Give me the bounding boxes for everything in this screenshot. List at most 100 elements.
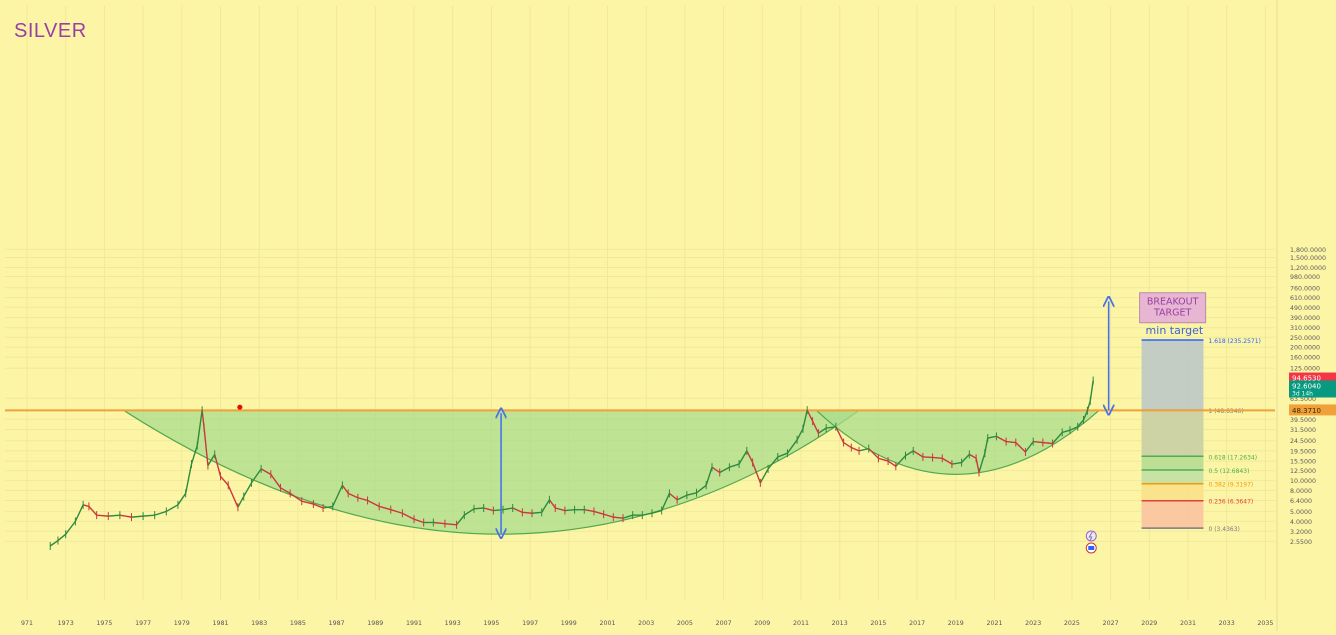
price-segment: [686, 492, 697, 496]
price-segment: [613, 516, 624, 519]
price-segment: [548, 499, 556, 509]
price-badge-label: 94.6530: [1292, 375, 1321, 383]
price-segment: [196, 410, 203, 446]
fib-zone: [1141, 500, 1204, 529]
price-segment: [347, 492, 359, 499]
x-tick-label: 2001: [599, 620, 615, 627]
price-segment: [622, 514, 633, 519]
price-segment: [390, 509, 403, 514]
x-tick-label: 2029: [1141, 620, 1157, 627]
price-segment: [696, 484, 707, 494]
price-segment: [826, 426, 836, 429]
breakout-target-box: [1139, 292, 1207, 324]
price-segment: [512, 507, 523, 513]
price-segment: [433, 521, 446, 525]
x-axis: 971 1973 1975 1977 1979 1981 1983 1985 1987 1989 1…: [21, 620, 1273, 627]
price-segment: [88, 505, 98, 516]
resistance: 48.3710: [5, 404, 1336, 416]
y-tick-label: 980.0000: [1290, 274, 1320, 281]
price-segment: [1082, 410, 1089, 421]
x-tick-label: 2015: [870, 620, 886, 627]
x-tick-label: 1983: [251, 620, 267, 627]
price-segment: [818, 427, 827, 434]
price-segment: [96, 514, 109, 517]
x-tick-label: 2005: [677, 620, 693, 627]
price-segment: [444, 522, 457, 526]
y-tick-label: 6.4000: [1290, 498, 1312, 505]
price-segment: [1042, 441, 1053, 445]
y-tick-label: 125.0000: [1290, 366, 1320, 373]
price-segment: [961, 453, 970, 464]
y-tick-label: 250.0000: [1290, 335, 1320, 342]
price-segment: [802, 410, 808, 429]
y-tick-label: 31.5000: [1290, 427, 1316, 434]
fib-zone: [1141, 410, 1204, 457]
x-tick-label: 1979: [174, 620, 190, 627]
y-tick-label: 63.5000: [1290, 396, 1316, 403]
price-segment: [227, 484, 239, 508]
price-segment: [895, 455, 907, 467]
price-segment: [322, 505, 333, 509]
price-segment: [642, 512, 653, 516]
x-tick-label: 2011: [793, 620, 809, 627]
price-segment: [1077, 419, 1085, 428]
x-tick-label: 2013: [832, 620, 848, 627]
y-tick-label: 10.0000: [1290, 478, 1316, 485]
price-segment: [711, 466, 721, 474]
x-tick-label: 1997: [522, 620, 538, 627]
price-segment: [74, 504, 84, 522]
x-tick-label: 1989: [367, 620, 383, 627]
y-tick-label: 200.0000: [1290, 345, 1320, 352]
price-segment: [668, 492, 678, 501]
price-segment: [651, 509, 662, 514]
fib-level-label: 1 (48.6346): [1208, 408, 1243, 415]
price-segment: [705, 467, 713, 486]
price-segment: [341, 484, 349, 494]
lightning-icon: [1085, 530, 1097, 542]
price-segment: [922, 456, 933, 459]
price-segment: [564, 508, 575, 512]
price-segment: [987, 435, 997, 439]
x-tick-label: 1977: [135, 620, 151, 627]
price-segment: [751, 462, 762, 484]
price-segment: [367, 499, 380, 508]
price-segment: [786, 439, 798, 454]
marker-dot: [237, 404, 243, 410]
price-segment: [413, 518, 424, 524]
x-tick-label: 1981: [212, 620, 228, 627]
fib-zone: [1141, 339, 1204, 411]
y-tick-label: 39.5000: [1290, 417, 1316, 424]
price-segment: [759, 468, 769, 484]
x-tick-label: 2025: [1064, 620, 1080, 627]
price-segment: [203, 427, 209, 466]
price-segment: [746, 450, 754, 463]
price-segment: [463, 508, 475, 516]
x-tick-label: 1991: [406, 620, 422, 627]
price-segment: [1015, 442, 1026, 453]
fib-zones: 1.618 (235.2571) 1 (48.6346) 0.618 (17.263…: [1141, 338, 1261, 533]
price-segment: [378, 505, 391, 511]
fib-level-label: 0.382 (9.3197): [1208, 482, 1253, 489]
price-segment: [661, 493, 671, 511]
lightning-glyph: [1088, 531, 1093, 541]
price-segment: [483, 507, 494, 512]
price-segment: [214, 454, 222, 477]
chart-title: SILVER: [14, 20, 87, 42]
price-segment: [858, 447, 869, 452]
price-segment: [82, 504, 90, 508]
x-tick-label: 2033: [1219, 620, 1235, 627]
price-segment: [65, 520, 76, 535]
fib-zone: [1141, 483, 1204, 501]
x-tick-label: 2023: [1025, 620, 1041, 627]
fib-level-label: 0.5 (12.6843): [1208, 468, 1249, 475]
price-segment: [332, 484, 344, 507]
price-segment: [603, 513, 614, 518]
price-segment: [260, 468, 272, 475]
price-segment: [49, 539, 59, 547]
price-segment: [887, 460, 897, 467]
flag-glyph: [1088, 546, 1095, 550]
x-tick-label: 2031: [1180, 620, 1196, 627]
price-segment: [473, 507, 484, 510]
